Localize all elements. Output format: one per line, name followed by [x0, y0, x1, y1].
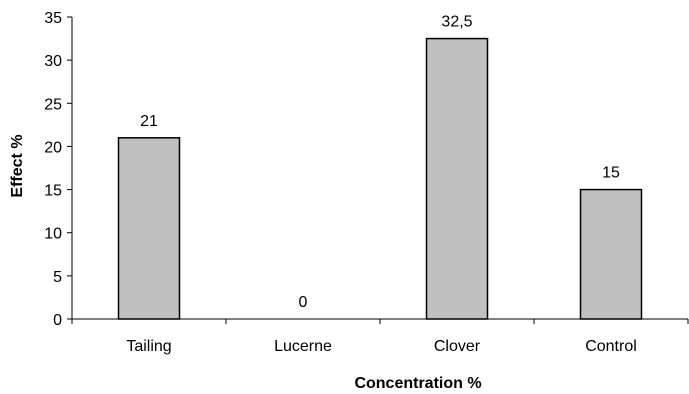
y-tick-label: 25 — [44, 96, 62, 113]
y-tick-label: 15 — [44, 183, 62, 200]
data-label: 15 — [602, 165, 620, 182]
y-axis-title: Effect % — [9, 134, 26, 197]
y-tick-label: 35 — [44, 10, 62, 27]
y-tick-label: 20 — [44, 139, 62, 156]
bar-control — [579, 188, 643, 320]
bar-tailing — [117, 137, 181, 320]
data-label: 0 — [299, 294, 308, 311]
data-label: 32,5 — [441, 14, 472, 31]
y-axis: 0 5 10 15 20 25 30 35 — [44, 10, 73, 329]
x-axis-title: Concentration % — [354, 375, 481, 392]
x-tick-label: Lucerne — [274, 338, 332, 355]
x-axis: Tailing Lucerne Clover Control — [71, 318, 689, 355]
bars — [117, 37, 643, 320]
x-tick-label: Control — [585, 338, 637, 355]
data-label: 21 — [140, 113, 158, 130]
y-tick-label: 0 — [53, 312, 62, 329]
x-tick-label: Clover — [434, 338, 481, 355]
bar-clover — [425, 37, 489, 320]
y-tick-label: 30 — [44, 53, 62, 70]
y-tick-label: 5 — [53, 269, 62, 286]
y-tick-label: 10 — [44, 226, 62, 243]
data-labels: 21 0 32,5 15 — [140, 14, 620, 311]
x-tick-label: Tailing — [126, 338, 171, 355]
